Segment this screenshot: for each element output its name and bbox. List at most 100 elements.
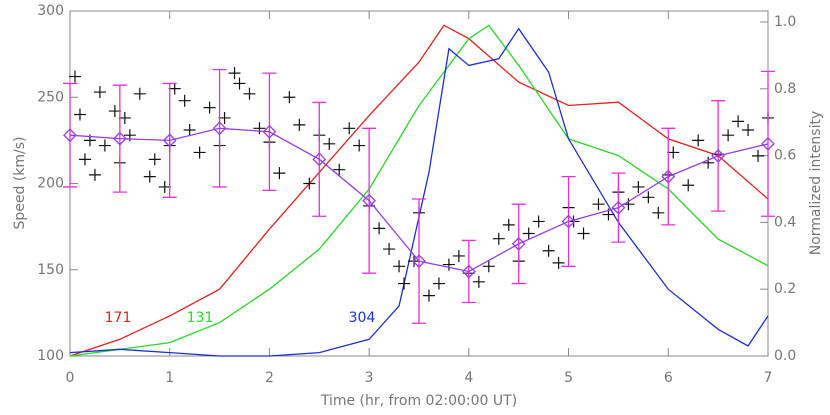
- mean-marker: [312, 152, 327, 167]
- speed-point: [78, 153, 91, 166]
- x-tick-label: 2: [265, 370, 274, 386]
- mean-marker: [461, 264, 476, 279]
- speed-point: [273, 167, 286, 180]
- speed-point: [98, 139, 111, 152]
- y2-tick-label: 0.0: [774, 348, 796, 364]
- speed-point: [333, 163, 346, 176]
- speed-point: [532, 215, 545, 228]
- speed-point: [482, 260, 495, 273]
- speed-point: [652, 206, 665, 219]
- speed-point: [93, 86, 106, 99]
- speed-point: [178, 94, 191, 107]
- speed-point: [408, 255, 421, 268]
- speed-point: [732, 115, 745, 128]
- speed-point: [742, 124, 755, 137]
- speed-point: [73, 108, 86, 121]
- speed-point: [422, 289, 435, 302]
- speed-point: [118, 111, 131, 124]
- speed-point: [303, 177, 316, 190]
- speed-point: [133, 87, 146, 100]
- speed-point: [293, 118, 306, 131]
- speed-point: [323, 137, 336, 150]
- mean-marker: [412, 254, 426, 269]
- speed-point: [667, 146, 680, 159]
- speed-point: [522, 227, 535, 240]
- intensity-line: [69, 24, 769, 357]
- y2-tick-label: 0.6: [774, 148, 796, 164]
- speed-point: [203, 101, 216, 114]
- speed-point: [343, 122, 356, 135]
- mean-marker: [362, 193, 377, 208]
- y-tick-label: 300: [37, 3, 64, 19]
- speed-point: [442, 258, 455, 271]
- mean-line: [69, 127, 769, 273]
- speed-point: [692, 134, 705, 147]
- speed-point: [233, 77, 246, 90]
- speed-point: [682, 179, 695, 192]
- speed-point: [722, 129, 735, 142]
- mean-marker: [212, 121, 227, 136]
- y2-axis-label: Normalized intensity: [808, 111, 824, 256]
- speed-point: [88, 168, 101, 181]
- x-tick-label: 3: [365, 370, 374, 386]
- speed-point: [148, 153, 161, 166]
- y2-tick-label: 0.2: [774, 281, 796, 297]
- speed-point: [398, 277, 411, 290]
- speed-point: [168, 82, 181, 95]
- y2-tick-label: 0.4: [774, 214, 796, 230]
- x-tick-label: 1: [165, 370, 174, 386]
- mean-marker: [162, 133, 177, 148]
- speed-point: [702, 156, 715, 169]
- speed-point: [68, 70, 81, 83]
- speed-point: [383, 243, 396, 256]
- x-tick-label: 0: [66, 370, 75, 386]
- mean-marker: [611, 200, 626, 215]
- y-tick-label: 250: [37, 89, 64, 105]
- speed-point: [143, 170, 156, 183]
- speed-point: [502, 218, 515, 231]
- x-tick-label: 5: [564, 370, 573, 386]
- x-tick-label: 7: [764, 370, 773, 386]
- mean-marker: [63, 128, 77, 143]
- series-label: 304: [349, 310, 376, 326]
- speed-point: [542, 244, 555, 257]
- y2-tick-label: 1.0: [774, 14, 796, 30]
- mean-marker: [112, 131, 127, 146]
- mean-marker: [761, 136, 775, 151]
- speed-point: [577, 227, 590, 240]
- speed-point: [243, 87, 256, 100]
- speed-point: [472, 275, 485, 288]
- speed-point: [552, 256, 565, 269]
- mean-marker: [561, 214, 576, 229]
- mean-marker: [711, 148, 726, 163]
- x-tick-label: 6: [664, 370, 673, 386]
- speed-point: [158, 180, 171, 193]
- speed-point: [492, 232, 505, 245]
- intensity-line: [69, 24, 769, 357]
- x-axis-label: Time (hr, from 02:00:00 UT): [320, 393, 517, 409]
- y-axis-label: Speed (km/s): [12, 136, 28, 229]
- speed-point: [253, 122, 266, 135]
- speed-point: [218, 111, 231, 124]
- speed-point: [592, 198, 605, 211]
- speed-point: [452, 249, 465, 262]
- speed-point: [228, 67, 241, 80]
- y2-tick-label: 0.8: [774, 81, 796, 97]
- mean-marker: [262, 124, 277, 139]
- speed-point: [373, 222, 386, 235]
- mean-marker: [511, 236, 526, 251]
- speed-point: [108, 105, 121, 118]
- speed-point: [183, 124, 196, 137]
- mean-marker: [661, 169, 676, 184]
- speed-point: [632, 180, 645, 193]
- y-tick-label: 200: [37, 176, 64, 192]
- speed-point: [752, 149, 765, 162]
- series-label: 131: [187, 310, 214, 326]
- intensity-line: [69, 27, 769, 357]
- speed-point: [283, 91, 296, 104]
- speed-point: [432, 277, 445, 290]
- speed-point: [642, 191, 655, 204]
- y-tick-label: 100: [37, 348, 64, 364]
- x-tick-label: 4: [464, 370, 473, 386]
